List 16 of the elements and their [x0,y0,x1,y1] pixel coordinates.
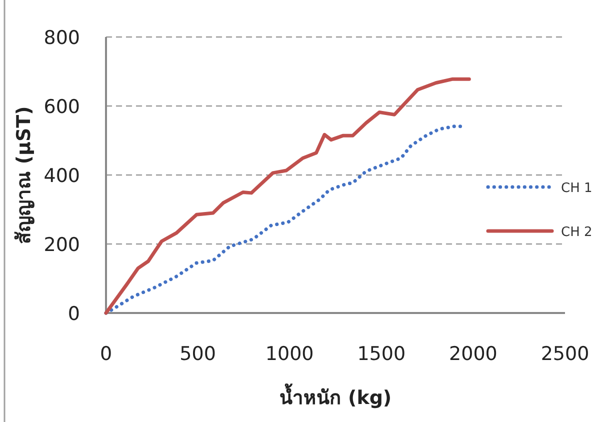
y-axis-title: สัญญาณ (µST) [13,106,35,244]
y-tick-label: 0 [68,303,80,325]
x-tick-label: 2500 [540,343,590,365]
legend-label: CH 2 [561,225,592,240]
y-tick-label: 200 [44,234,80,256]
y-tick-label: 600 [44,96,80,118]
x-tick-label: 2000 [449,343,498,365]
legend-label: CH 1 [561,181,592,196]
x-tick-label: 1500 [357,343,406,365]
x-axis-title: น้ำหนัก (kg) [279,383,392,409]
x-tick-label: 0 [100,343,112,365]
x-tick-label: 500 [180,343,216,365]
x-tick-label: 1000 [265,343,314,365]
y-tick-label: 800 [44,27,80,49]
y-tick-label: 400 [44,165,80,187]
line-series [104,77,471,315]
